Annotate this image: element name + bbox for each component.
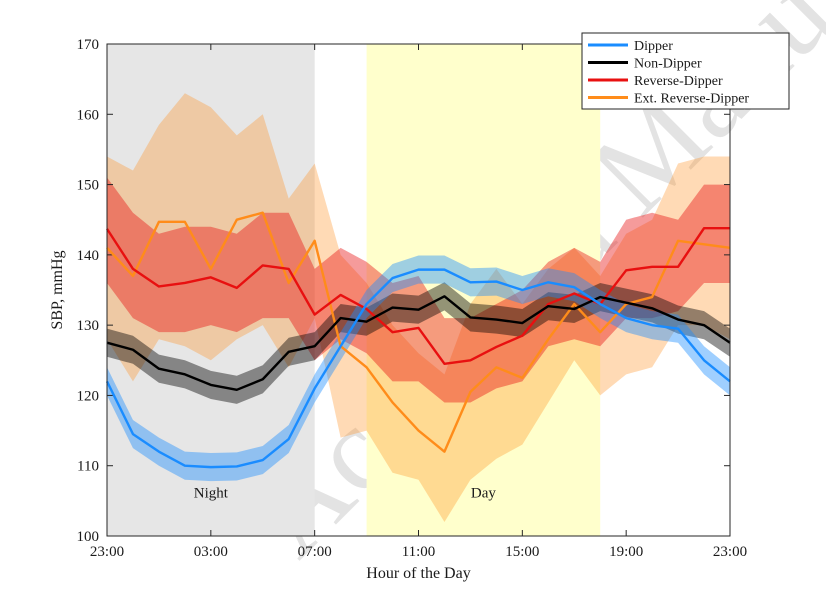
- y-tick-label: 100: [77, 529, 100, 545]
- line-reverse-dipper: [105, 226, 730, 365]
- x-tick-label: 03:00: [194, 544, 228, 560]
- region-day: [366, 44, 601, 536]
- x-tick-label: 19:00: [609, 544, 643, 560]
- x-tick-label: 23:00: [90, 544, 124, 560]
- region-label-night: Night: [194, 485, 229, 501]
- y-tick-label: 140: [77, 248, 100, 264]
- x-tick-label: 11:00: [402, 544, 436, 560]
- y-axis-title: SBP, mmHg: [49, 250, 66, 329]
- shaded-regions: [107, 44, 601, 536]
- legend: Dipper Non-Dipper Reverse-Dipper Ext. Rever…: [581, 32, 790, 110]
- series-lines: [105, 211, 731, 469]
- legend-label-dipper: Dipper: [634, 39, 673, 54]
- band-non-dipper: [107, 282, 730, 404]
- y-tick-label: 150: [77, 178, 100, 194]
- band-ext-reverse-dipper: [107, 93, 730, 522]
- y-tick-label: 170: [77, 37, 100, 53]
- band-reverse-dipper: [107, 177, 730, 403]
- legend-label-non-dipper: Non-Dipper: [634, 57, 702, 72]
- region-night: [107, 44, 315, 536]
- line-dipper: [105, 268, 731, 469]
- x-axis-title: Hour of the Day: [366, 565, 470, 582]
- line-ext-reverse-dipper: [106, 211, 731, 453]
- line-non-dipper: [106, 295, 731, 392]
- plot-frame: [106, 43, 731, 537]
- x-tick-label: 07:00: [298, 544, 332, 560]
- y-tick-label: 110: [77, 459, 99, 475]
- region-label-day: Day: [471, 485, 496, 501]
- legend-label-ext-reverse-dipper: Ext. Reverse-Dipper: [634, 92, 749, 107]
- y-tick-label: 130: [77, 318, 100, 334]
- x-tick-label: 15:00: [505, 544, 539, 560]
- x-tick-label: 23:00: [713, 544, 747, 560]
- y-tick-label: 120: [77, 388, 100, 404]
- legend-label-reverse-dipper: Reverse-Dipper: [634, 74, 723, 89]
- y-tick-label: 160: [77, 107, 100, 123]
- tick-labels: 23:00 03:00 07:00 11:00 15:00 19:00 23:0010011…: [77, 37, 748, 560]
